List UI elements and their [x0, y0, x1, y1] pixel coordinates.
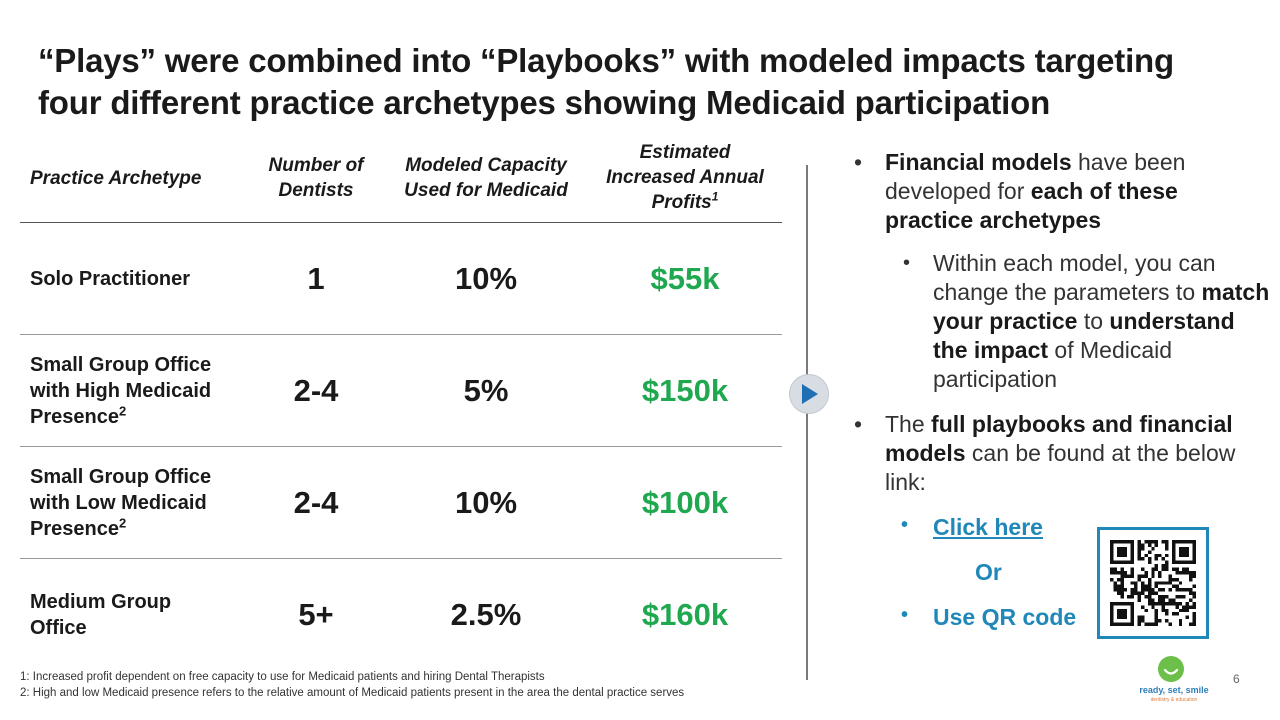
profits-cell: $160k — [641, 596, 729, 632]
table-row: Solo Practitioner 1 10% $55k — [20, 223, 782, 335]
triangle-right-icon — [802, 384, 818, 404]
bullet-dot: • — [901, 604, 909, 626]
header-archetype: Practice Archetype — [30, 168, 202, 189]
bold-understand-impact: understand the impact — [933, 308, 1235, 363]
capacity-cell: 10% — [454, 484, 518, 520]
text-the: The — [885, 411, 932, 437]
smile-face-icon — [1158, 656, 1184, 682]
header-profits-line2: Increased Annual — [606, 167, 764, 188]
use-qr-code-label: Use QR code — [933, 604, 1077, 630]
footnote-ref-1: 1 — [711, 189, 719, 204]
capacity-cell: 5% — [463, 372, 509, 408]
header-profits-line3: Profits — [651, 192, 712, 213]
footnote-ref-2: 2 — [118, 402, 127, 418]
header-capacity-line2: Used for Medicaid — [404, 180, 568, 201]
title-line-1: “Plays” were combined into “Playbooks” w… — [38, 42, 1174, 79]
bold-financial-models: Financial models — [885, 149, 1072, 175]
profits-cell: $55k — [650, 260, 720, 296]
table-row: Small Group Office with High Medicaid Pr… — [20, 335, 782, 447]
archetype-cell: Small Group Office with Low Medicaid Pre… — [30, 464, 250, 542]
click-here-link[interactable]: Click here — [933, 514, 1043, 540]
table-header: Practice Archetype Number of Dentists Mo… — [20, 140, 782, 223]
header-profits: Estimated Increased Annual Profits1 — [590, 140, 780, 215]
header-capacity: Modeled Capacity Used for Medicaid — [388, 153, 584, 203]
archetype-line2: with Low Medicaid — [30, 491, 207, 514]
dentists-cell: 2-4 — [293, 372, 339, 408]
text-to: to — [1077, 308, 1110, 334]
bold-match-practice: match your practice — [933, 279, 1270, 334]
archetype-line1: Small Group Office — [30, 465, 212, 488]
header-dentists: Number of Dentists — [248, 153, 384, 203]
title-line-2: four different practice archetypes showi… — [38, 84, 1051, 121]
dentists-cell: 2-4 — [293, 484, 339, 520]
archetype-line1: Medium Group — [30, 590, 172, 613]
archetype-line2: with High Medicaid — [30, 379, 212, 402]
dentists-cell: 5+ — [298, 596, 334, 632]
right-panel: Financial models have been developed for… — [852, 148, 1272, 497]
page-number: 6 — [1233, 672, 1240, 686]
footnote-1: 1: Increased profit dependent on free ca… — [20, 671, 545, 683]
qr-code-image — [1110, 540, 1196, 626]
footnotes: 1: Increased profit dependent on free ca… — [20, 669, 684, 701]
archetype-line1: Small Group Office — [30, 353, 212, 376]
archetype-line3: Presence — [30, 405, 119, 428]
qr-code[interactable] — [1097, 527, 1209, 639]
footnote-ref-2: 2 — [118, 514, 127, 530]
text-within-model: Within each model, you can change the pa… — [933, 250, 1216, 305]
profits-cell: $150k — [641, 372, 729, 408]
slide-title: “Plays” were combined into “Playbooks” w… — [38, 40, 1238, 124]
archetype-cell: Medium Group Office — [30, 589, 250, 641]
logo-tagline: dentistry & education — [1150, 697, 1198, 703]
archetype-line1: Solo Practitioner — [30, 267, 191, 290]
header-capacity-line1: Modeled Capacity — [405, 155, 567, 176]
capacity-cell: 10% — [454, 260, 518, 296]
profits-cell: $100k — [641, 484, 729, 520]
vertical-divider — [806, 165, 808, 680]
header-profits-line1: Estimated — [639, 142, 731, 163]
bold-each-archetype: each of these practice archetypes — [885, 178, 1178, 233]
bullet-financial-models: Financial models have been developed for… — [852, 148, 1272, 235]
sub-bullet-model-parameters: Within each model, you can change the pa… — [903, 235, 1273, 394]
table-row: Small Group Office with Low Medicaid Pre… — [20, 447, 782, 559]
ready-set-smile-logo: ready, set, smile dentistry & education — [1124, 656, 1209, 716]
archetype-cell: Small Group Office with High Medicaid Pr… — [30, 352, 250, 430]
dentists-cell: 1 — [307, 260, 325, 296]
header-dentists-line1: Number of — [268, 155, 364, 176]
archetype-cell: Solo Practitioner — [30, 266, 250, 292]
archetype-table: Practice Archetype Number of Dentists Mo… — [20, 140, 782, 670]
archetype-line2: Office — [30, 616, 87, 639]
logo-brand-text: ready, set, smile — [1139, 685, 1209, 695]
bullet-full-playbooks: The full playbooks and financial models … — [852, 410, 1272, 497]
text-medicaid-participation: of Medicaid participation — [933, 337, 1173, 392]
or-label: Or — [975, 559, 1002, 585]
archetype-line3: Presence — [30, 517, 119, 540]
text-have-been: have been developed for — [885, 149, 1186, 204]
table-row: Medium Group Office 5+ 2.5% $160k — [20, 559, 782, 670]
capacity-cell: 2.5% — [450, 596, 522, 632]
footnote-2: 2: High and low Medicaid presence refers… — [20, 687, 685, 699]
text-found-below: can be found at the below link: — [885, 440, 1236, 495]
play-arrow-icon — [789, 374, 829, 414]
bold-full-playbooks: full playbooks and financial models — [885, 411, 1233, 466]
header-dentists-line2: Dentists — [278, 180, 354, 201]
bullet-dot: • — [901, 514, 909, 536]
